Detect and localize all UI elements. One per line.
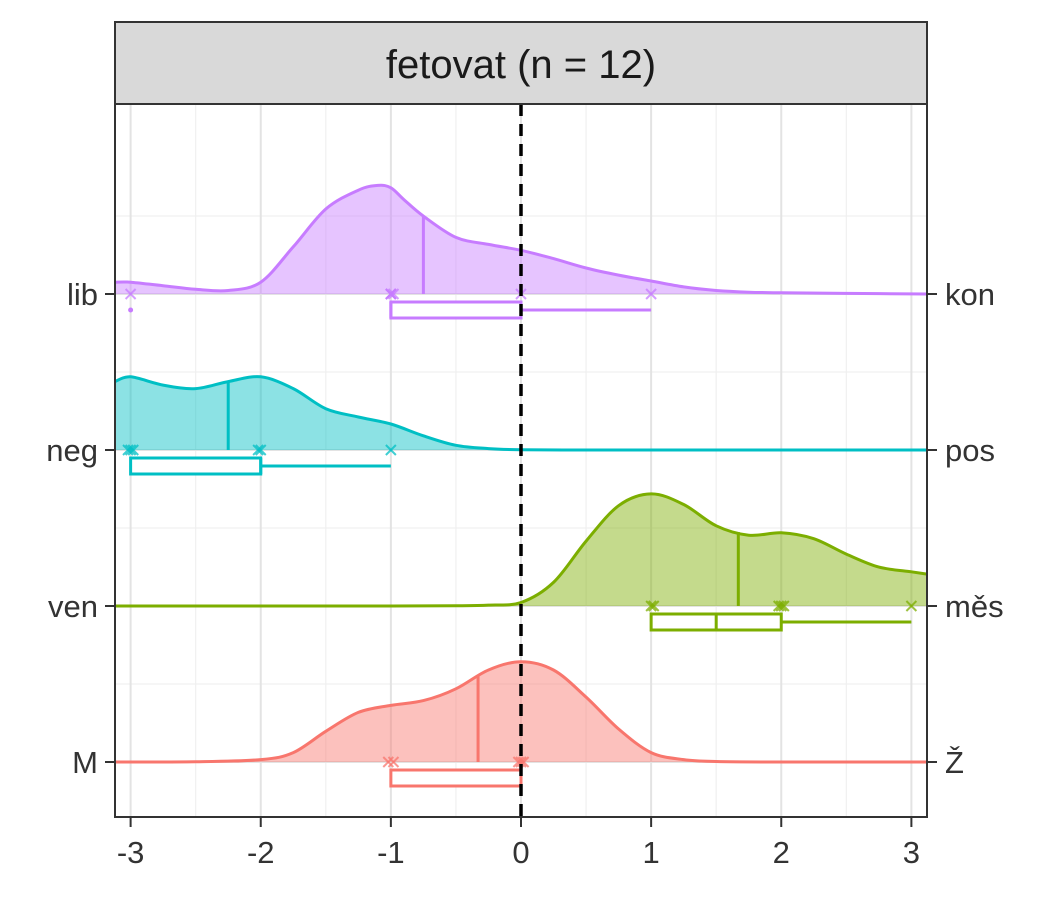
- ridge-lib: [114, 183, 928, 320]
- data-point: [645, 288, 657, 300]
- ridge-ven: [115, 492, 928, 632]
- density-line-ven: [115, 492, 928, 608]
- data-point: [775, 600, 787, 612]
- x-tick-label: 2: [773, 835, 790, 870]
- data-point: [772, 600, 785, 612]
- data-point: [515, 756, 527, 768]
- x-tick-label: 0: [512, 835, 529, 870]
- density-line-lib: [114, 183, 928, 296]
- x-tick-label: 1: [643, 835, 660, 870]
- facet-strip: fetovat (n = 12): [114, 21, 928, 105]
- density-area-ven: [115, 493, 927, 606]
- data-point: [382, 756, 394, 768]
- data-point-stroke: [387, 288, 400, 300]
- x-tick-label: -1: [377, 835, 405, 870]
- facet-title: fetovat (n = 12): [386, 43, 656, 87]
- data-point-stroke: [385, 444, 397, 456]
- density-area-lib: [115, 185, 927, 294]
- data-point-stroke: [775, 600, 787, 612]
- y-label-left: neg: [46, 433, 98, 468]
- data-point-stroke: [512, 756, 525, 768]
- data-point: [648, 600, 660, 612]
- facet-strip-background: [114, 21, 928, 105]
- data-point-stroke: [124, 444, 137, 456]
- data-point: [385, 288, 397, 300]
- data-point-stroke: [255, 444, 267, 456]
- data-point: [387, 756, 400, 768]
- data-point: [127, 444, 139, 456]
- data-point-stroke: [127, 444, 139, 456]
- data-point: [385, 444, 397, 456]
- box-iqr: [389, 300, 523, 320]
- data-point: [124, 288, 137, 300]
- density-line-M: [114, 660, 928, 764]
- data-point-stroke: [905, 600, 918, 612]
- data-point-stroke: [772, 600, 785, 612]
- ridge-neg: [114, 375, 927, 476]
- data-point-stroke: [645, 600, 657, 612]
- data-point-stroke: [122, 444, 134, 456]
- x-tick-label: -3: [117, 835, 145, 870]
- y-label-left: ven: [48, 589, 98, 624]
- data-point-stroke: [387, 756, 400, 768]
- box-outlier: [128, 307, 134, 313]
- plot-panel: -3 -2 -1 0 1 2 3 lib kon neg pos ven měs M Ž: [46, 103, 1004, 870]
- data-point: [645, 600, 657, 612]
- x-tick-label: 3: [903, 835, 920, 870]
- y-label-right: pos: [945, 433, 995, 468]
- y-label-left: M: [72, 745, 98, 780]
- data-point: [905, 600, 918, 612]
- density-area-neg: [115, 376, 927, 450]
- y-label-right: měs: [945, 589, 1004, 624]
- data-point: [124, 444, 137, 456]
- data-point: [255, 444, 267, 456]
- data-point-stroke: [778, 600, 790, 612]
- data-point-stroke: [385, 288, 397, 300]
- data-point-stroke: [382, 756, 394, 768]
- data-point-stroke: [648, 600, 660, 612]
- x-tick-label: -2: [247, 835, 275, 870]
- y-label-right: kon: [945, 277, 995, 312]
- y-label-right: Ž: [945, 745, 964, 780]
- y-label-left: lib: [67, 277, 98, 312]
- box-iqr: [129, 456, 263, 476]
- density-line-neg: [114, 375, 927, 452]
- data-point-stroke: [124, 288, 137, 300]
- data-point: [122, 444, 134, 456]
- box-iqr: [389, 768, 523, 788]
- data-point: [387, 288, 400, 300]
- data-point-stroke: [252, 444, 264, 456]
- data-point-stroke: [515, 756, 527, 768]
- data-point: [778, 600, 790, 612]
- data-point: [252, 444, 264, 456]
- data-point-stroke: [645, 288, 657, 300]
